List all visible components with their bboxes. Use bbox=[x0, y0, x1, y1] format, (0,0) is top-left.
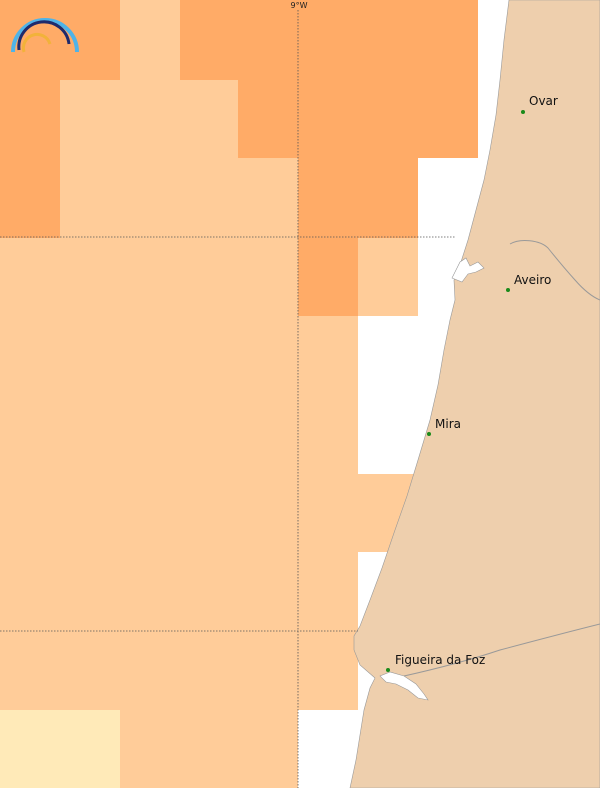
city-label-ovar: Ovar bbox=[529, 94, 558, 108]
city-label-mira: Mira bbox=[435, 417, 461, 431]
grid-cell bbox=[238, 158, 298, 238]
mondego-estuary bbox=[379, 671, 429, 701]
grid-cell bbox=[180, 0, 478, 80]
rainbow-logo bbox=[11, 18, 79, 53]
grid-cell bbox=[0, 0, 120, 80]
grid-cell bbox=[0, 80, 60, 238]
grid-cell bbox=[60, 80, 238, 238]
forecast-grid-cells bbox=[0, 0, 478, 788]
city-dot-ovar[interactable] bbox=[521, 110, 525, 114]
logo-arc-inner bbox=[21, 32, 52, 53]
land-area bbox=[349, 0, 600, 788]
grid-cell bbox=[358, 238, 418, 316]
grid-cell bbox=[298, 158, 418, 238]
grid-cell bbox=[120, 0, 180, 80]
city-label-figueira-da-foz: Figueira da Foz bbox=[395, 653, 485, 667]
logo-arc-outer bbox=[11, 18, 79, 53]
grid-cell bbox=[238, 80, 478, 158]
grid-cell bbox=[298, 238, 358, 316]
aveiro-lagoon bbox=[451, 257, 485, 283]
city-dot-figueira-da-foz[interactable] bbox=[386, 668, 390, 672]
river-vouga bbox=[509, 240, 600, 301]
river-mondego bbox=[403, 623, 600, 677]
meridian-label: 9°W bbox=[291, 1, 308, 10]
logo-arc-middle bbox=[17, 20, 71, 51]
grid-cell bbox=[298, 316, 358, 710]
grid-cell bbox=[0, 710, 120, 788]
city-dot-aveiro[interactable] bbox=[506, 288, 510, 292]
grid-cell bbox=[120, 710, 298, 788]
city-label-aveiro: Aveiro bbox=[514, 273, 551, 287]
city-markers: Ovar Aveiro Mira Figueira da Foz bbox=[386, 94, 558, 672]
graticule: 9°W bbox=[0, 1, 456, 788]
city-dot-mira[interactable] bbox=[427, 432, 431, 436]
grid-cell bbox=[0, 238, 298, 710]
